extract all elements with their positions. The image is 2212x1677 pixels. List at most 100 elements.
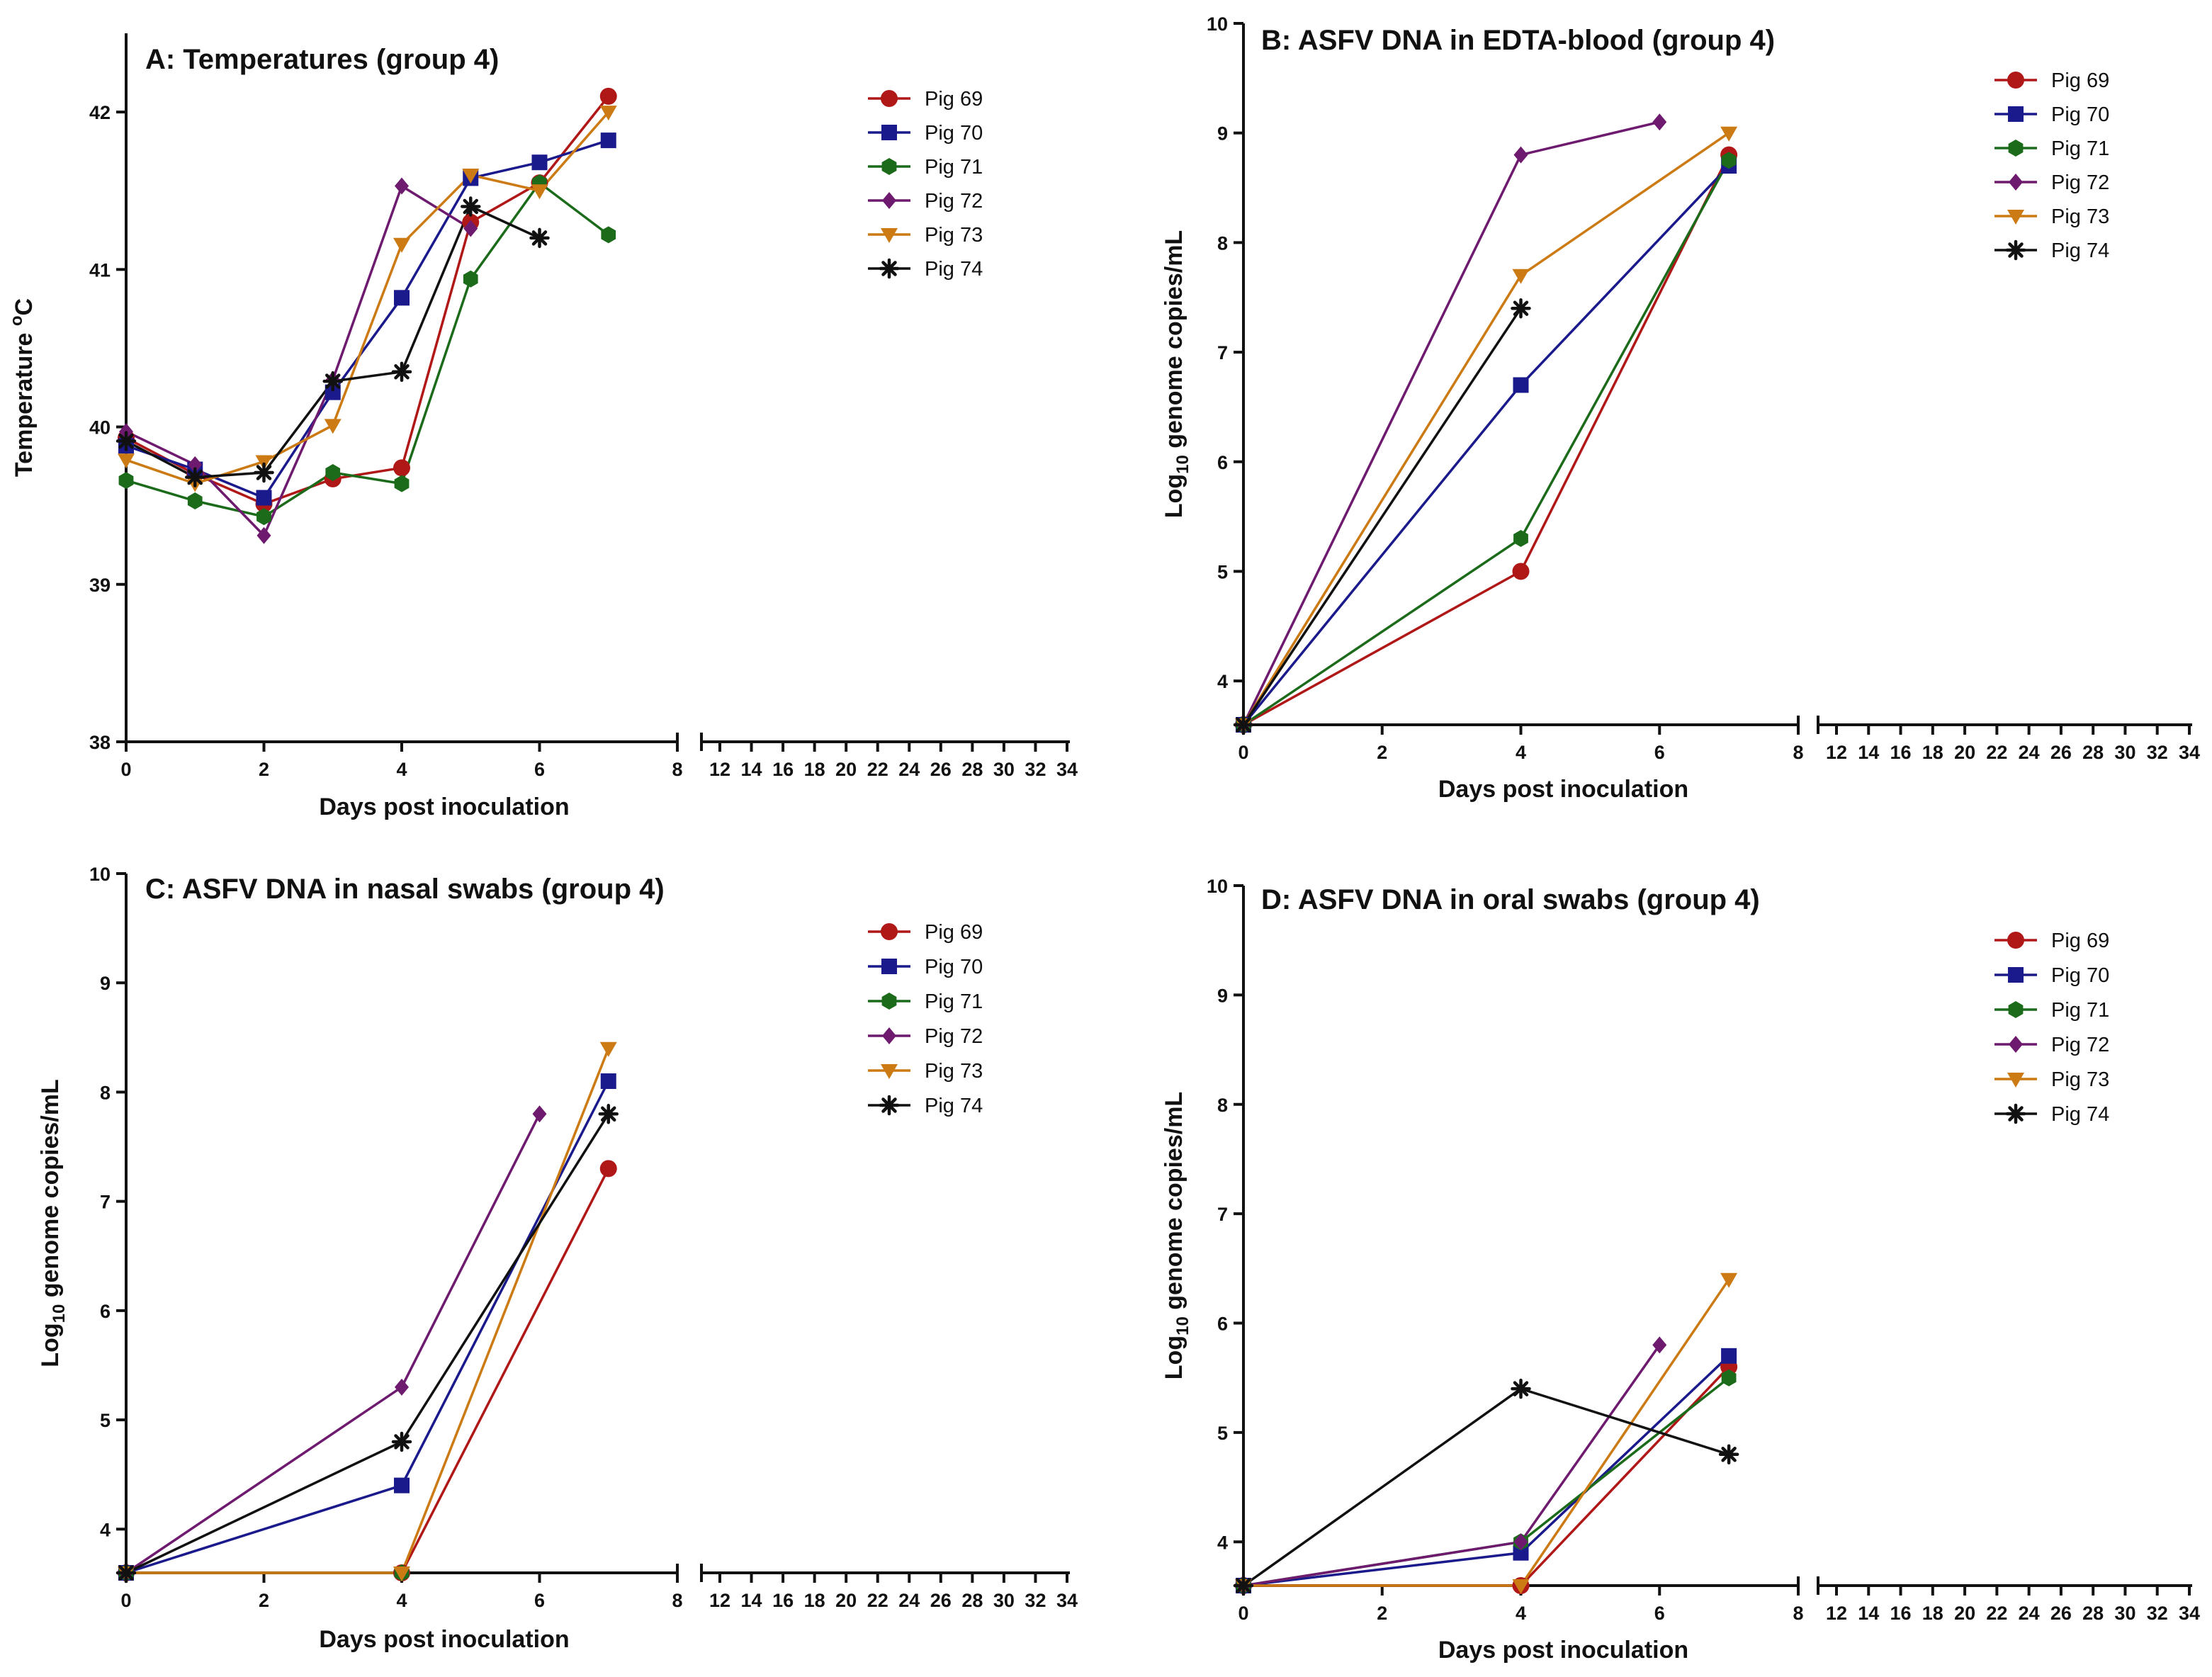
legend-marker [2007, 1073, 2024, 1088]
x-tick-label: 20 [1954, 1603, 1975, 1624]
x-tick-label: 16 [1890, 1603, 1912, 1624]
y-axis-label-subscript: 10 [1173, 455, 1192, 474]
data-point-pig-71 [256, 508, 271, 526]
legend-marker [881, 228, 898, 243]
x-tick-label: 22 [867, 1590, 888, 1611]
data-point-pig-71 [1721, 152, 1737, 169]
x-axis-label: Days post inoculation [1438, 776, 1688, 803]
legend-marker [2009, 174, 2023, 191]
x-tick-label: 26 [2050, 1603, 2072, 1624]
legend-label: Pig 72 [2051, 1034, 2109, 1056]
data-point-pig-72 [395, 177, 409, 195]
y-tick-label: 9 [1217, 985, 1228, 1006]
x-tick-label: 8 [1793, 742, 1803, 763]
legend-item-pig-69: Pig 69 [868, 921, 983, 944]
y-axis-label-main: Temperature [11, 326, 38, 477]
data-point-pig-71 [463, 270, 478, 288]
legend-marker [881, 993, 897, 1010]
legend-item-pig-73: Pig 73 [868, 224, 983, 247]
legend-label: Pig 73 [2051, 1068, 2109, 1091]
x-tick-label: 2 [1377, 742, 1387, 763]
y-tick-label: 42 [89, 102, 111, 123]
data-point-pig-73 [531, 184, 548, 200]
x-tick-label: 28 [2082, 1603, 2104, 1624]
data-point-pig-72 [256, 526, 271, 544]
x-tick-label: 32 [1025, 1590, 1046, 1611]
y-axis-label-main: Log [1161, 474, 1187, 518]
legend-label: Pig 72 [2051, 171, 2109, 194]
data-point-pig-73 [1720, 1272, 1738, 1288]
y-tick-label: 6 [1217, 1314, 1228, 1335]
x-tick-label: 22 [1986, 742, 2007, 763]
y-tick-label: 6 [100, 1301, 111, 1322]
legend-marker [879, 1095, 900, 1116]
legend-item-pig-70: Pig 70 [868, 956, 983, 978]
legend-label: Pig 71 [2051, 137, 2109, 160]
x-tick-label: 16 [772, 1590, 794, 1611]
legend-marker [882, 1027, 896, 1044]
legend-marker [881, 1064, 898, 1079]
legend-item-pig-72: Pig 72 [868, 1025, 983, 1048]
legend-label: Pig 69 [925, 921, 983, 944]
legend-marker [2008, 140, 2024, 157]
data-point-pig-72 [188, 456, 203, 473]
legend-marker [882, 192, 896, 209]
data-point-pig-73 [462, 169, 480, 183]
y-tick-label: 5 [100, 1410, 111, 1431]
y-axis-label: Temperature oC [7, 298, 38, 477]
legend-item-pig-69: Pig 69 [1994, 930, 2109, 952]
data-point-pig-74 [115, 431, 137, 451]
x-tick-label: 34 [1056, 759, 1078, 780]
legend-label: Pig 74 [925, 258, 983, 281]
x-tick-label: 14 [741, 1590, 762, 1611]
legend-label: Pig 74 [2051, 239, 2109, 262]
x-tick-label: 6 [534, 1590, 545, 1611]
x-tick-label: 6 [534, 759, 545, 780]
legend-marker [2008, 106, 2024, 122]
y-tick-label: 10 [1207, 876, 1228, 897]
y-axis-label-tail: genome copies/mL [1161, 1092, 1187, 1316]
y-tick-label: 10 [1207, 13, 1228, 35]
legend-marker [881, 959, 897, 974]
legend-item-pig-70: Pig 70 [868, 122, 983, 145]
y-tick-label: 5 [1217, 561, 1228, 582]
data-point-pig-70 [325, 384, 341, 400]
y-axis-label-tail: genome copies/mL [1161, 230, 1187, 455]
legend-item-pig-70: Pig 70 [1994, 103, 2109, 126]
data-point-pig-74 [115, 1562, 137, 1583]
x-tick-label: 24 [898, 759, 920, 780]
data-point-pig-69 [599, 87, 617, 105]
chart-title: D: ASFV DNA in oral swabs (group 4) [1261, 884, 1760, 915]
legend-label: Pig 69 [2051, 930, 2109, 952]
x-tick-label: 28 [2082, 742, 2104, 763]
x-tick-label: 30 [993, 759, 1015, 780]
y-axis-label: Log10 genome copies/mL [1161, 230, 1192, 518]
legend-label: Pig 70 [2051, 964, 2109, 987]
legend-item-pig-69: Pig 69 [1994, 69, 2109, 92]
data-point-pig-71 [1513, 530, 1528, 547]
legend-item-pig-73: Pig 73 [868, 1060, 983, 1083]
y-tick-label: 8 [1217, 1095, 1228, 1116]
x-tick-label: 0 [120, 1590, 131, 1611]
data-point-pig-70 [256, 490, 272, 506]
series-line-pig-73 [125, 111, 610, 485]
legend-marker [2008, 967, 2024, 983]
legend-item-pig-71: Pig 71 [868, 156, 983, 179]
x-axis-label: Days post inoculation [319, 1626, 569, 1653]
x-tick-label: 18 [1922, 1603, 1943, 1624]
chart-title: B: ASFV DNA in EDTA-blood (group 4) [1261, 25, 1775, 56]
y-axis-label-superscript: o [7, 316, 26, 327]
series-line-pig-70 [125, 139, 609, 499]
x-tick-label: 18 [1922, 742, 1943, 763]
legend-marker [2005, 1103, 2026, 1124]
x-tick-label: 14 [1858, 742, 1879, 763]
legend-item-pig-72: Pig 72 [1994, 1034, 2109, 1056]
legend-label: Pig 72 [925, 190, 983, 213]
legend-label: Pig 73 [925, 1060, 983, 1083]
legend-label: Pig 70 [925, 122, 983, 145]
x-tick-label: 4 [396, 759, 407, 780]
